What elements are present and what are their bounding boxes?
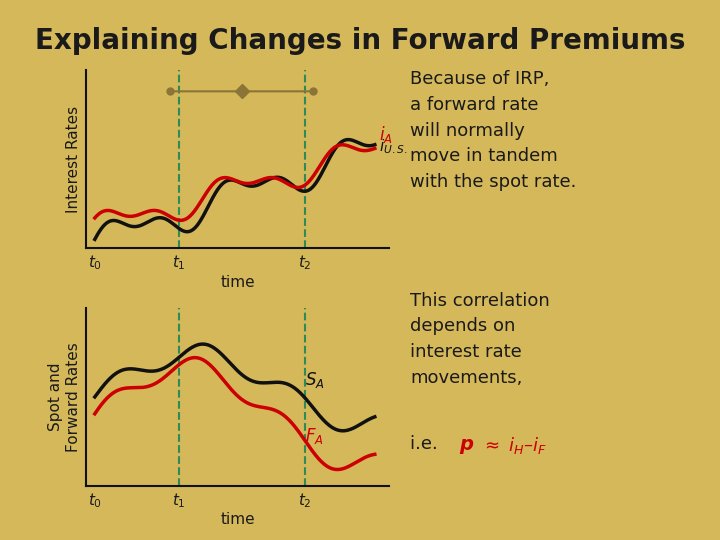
Text: $i_{U.S.}$: $i_{U.S.}$ <box>379 138 408 156</box>
Text: $\approx$ $i_H$–$i_F$: $\approx$ $i_H$–$i_F$ <box>475 435 547 456</box>
Text: $S_A$: $S_A$ <box>305 370 325 390</box>
Text: Because of IRP,
a forward rate
will normally
move in tandem
with the spot rate.: Because of IRP, a forward rate will norm… <box>410 70 577 191</box>
Y-axis label: Interest Rates: Interest Rates <box>66 106 81 213</box>
Text: This correlation
depends on
interest rate
movements,: This correlation depends on interest rat… <box>410 292 550 387</box>
Text: p: p <box>459 435 473 454</box>
Text: $i_A$: $i_A$ <box>379 124 393 145</box>
Text: Explaining Changes in Forward Premiums: Explaining Changes in Forward Premiums <box>35 27 685 55</box>
Y-axis label: Spot and
Forward Rates: Spot and Forward Rates <box>48 342 81 452</box>
X-axis label: time: time <box>220 275 255 290</box>
X-axis label: time: time <box>220 512 255 528</box>
Text: $F_A$: $F_A$ <box>305 426 324 446</box>
Text: i.e.: i.e. <box>410 435 450 453</box>
